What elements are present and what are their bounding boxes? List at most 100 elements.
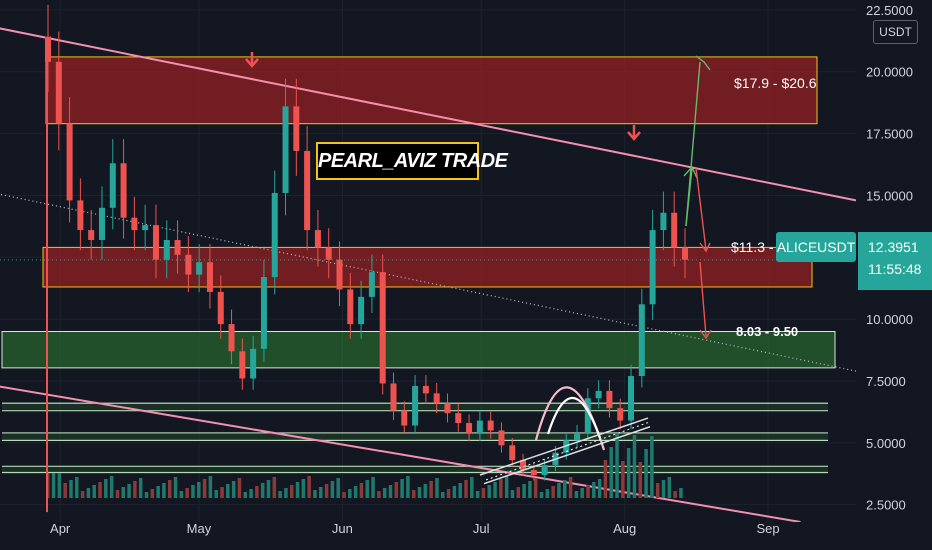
volume-bar [220,487,224,498]
volume-bar [563,480,567,498]
volume-bar [289,485,294,498]
volume-bar [348,489,352,498]
volume-bar [197,482,201,498]
volume-bar [661,480,666,498]
currency-label[interactable]: USDT [873,20,918,44]
volume-bar [382,488,387,498]
volume-bar [98,482,102,498]
candle-body [671,212,678,248]
volume-bar [342,492,346,498]
volume-bar [63,483,67,498]
volume-bar [650,436,654,498]
volume-bar [528,481,532,498]
volume-bar [86,488,91,498]
channel-mid [485,422,649,481]
volume-bar [516,487,521,498]
time-axis-panel [0,522,932,550]
volume-bar [156,486,160,498]
volume-bar [359,483,364,498]
volume-bar [255,486,259,498]
candle-body [109,163,116,208]
candle-body [185,254,192,275]
candle-body [66,123,73,201]
volume-bar [104,479,108,498]
volume-bar [69,480,73,498]
candle-body [660,212,667,231]
volume-bar [632,435,637,498]
month-tick-label: Sep [757,521,780,536]
candle-body [617,408,624,421]
candle-body [628,376,635,421]
volume-bar [539,492,544,498]
price-tick-label: 5.0000 [866,436,906,451]
volume-bar [51,473,56,498]
price-tick-label: 7.5000 [866,374,906,389]
volume-bar [307,476,311,498]
volume-bar [278,491,282,498]
candle-body [401,410,408,426]
candle-body [379,272,386,384]
volume-bar [115,490,120,498]
candle-body [358,296,365,325]
candle-body [260,277,267,349]
volume-bar [324,484,329,498]
volume-bar [644,449,648,498]
candle-body [412,385,419,426]
candle-body [444,403,451,414]
volume-bar [592,482,596,498]
volume-bar [109,476,114,498]
volume-bar [167,480,172,498]
volume-bar [173,477,178,498]
month-tick-label: Jul [473,521,490,536]
candle-body [638,304,645,377]
candle-body [304,150,311,231]
volume-bar [603,460,608,498]
channel-line [483,426,651,485]
volume-bar [138,478,143,498]
candle-body [131,217,138,231]
month-tick-label: Jun [332,521,353,536]
candle-body [476,420,483,433]
volume-bar [371,477,375,498]
volume-bar [127,484,131,498]
volume-bar [231,481,236,498]
volume-bar [185,488,189,498]
volume-bar [179,491,184,498]
volume-bar [487,485,491,498]
candle-body [152,225,159,260]
volume-bar [679,488,683,498]
candle-body [55,61,62,124]
volume-bar [493,482,497,498]
support-band [2,432,828,441]
month-tick-label: May [187,521,212,536]
candle-body [325,247,332,260]
volume-bar [260,483,265,498]
volume-bar [481,488,486,498]
volume-bar [272,477,277,498]
volume-bar [655,483,660,498]
candle-body [293,106,300,151]
candle-body [455,413,462,424]
volume-bar [510,490,515,498]
volume-bar [92,485,96,498]
candle-body [174,239,181,255]
volume-bar [330,481,335,498]
candle-body [217,291,224,325]
candle-body [390,383,397,411]
volume-bar [75,477,79,498]
volume-bar [673,491,677,498]
volume-bar [574,491,579,498]
candle-countdown: 11:55:48 [868,261,922,277]
zone-box [42,246,813,288]
candle-body [271,192,278,278]
volume-bar [568,477,573,498]
volume-bar [226,484,230,498]
volume-bar [429,481,433,498]
volume-bar [621,461,625,498]
volume-bar [435,478,439,498]
candle-body [120,163,127,218]
price-tick-label: 17.5000 [866,127,913,142]
volume-bar [470,477,474,498]
